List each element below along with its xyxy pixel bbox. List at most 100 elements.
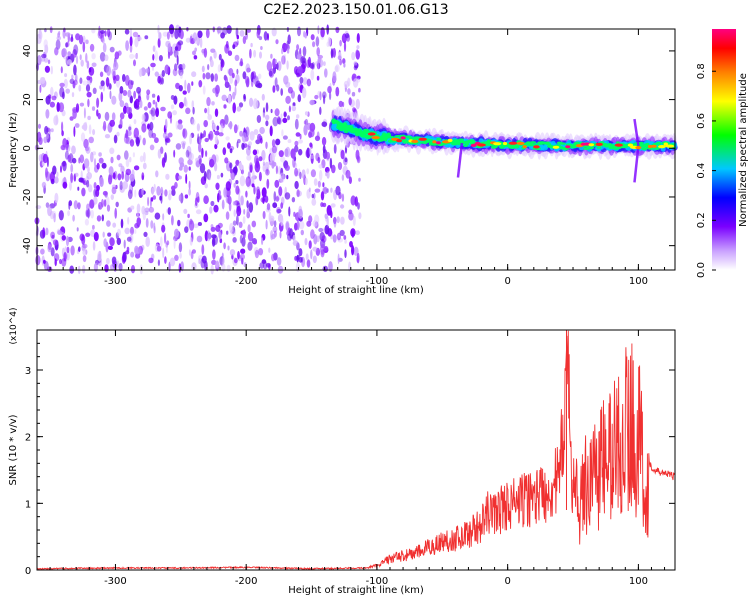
- noise-blob: [280, 113, 283, 120]
- noise-blob: [146, 89, 151, 95]
- noise-blob: [220, 123, 224, 134]
- noise-blob: [76, 227, 79, 232]
- noise-blob: [39, 84, 42, 94]
- noise-blob: [287, 34, 291, 45]
- noise-blob: [330, 203, 336, 208]
- noise-blob: [291, 105, 297, 112]
- noise-blob: [309, 154, 315, 159]
- x-tick-label: -100: [366, 576, 389, 587]
- noise-blob: [158, 55, 163, 62]
- noise-blob: [145, 218, 149, 228]
- noise-blob: [356, 45, 360, 50]
- x-tick-label: -300: [104, 576, 127, 587]
- noise-blob: [96, 109, 99, 117]
- noise-blob: [204, 107, 208, 114]
- noise-blob: [298, 208, 303, 219]
- noise-blob: [47, 205, 52, 217]
- noise-blob: [337, 162, 343, 170]
- noise-blob: [164, 152, 167, 163]
- noise-blob: [133, 90, 137, 99]
- noise-blob: [242, 229, 246, 240]
- noise-blob: [161, 70, 165, 77]
- noise-blob: [304, 177, 308, 186]
- snr-y-axis: 0 1 2 3: [25, 342, 675, 577]
- snr-line: [36, 330, 676, 571]
- noise-blob: [219, 238, 223, 244]
- noise-blob: [246, 154, 252, 161]
- noise-blob: [61, 130, 64, 137]
- ridge-peak: [508, 141, 518, 145]
- noise-blob: [308, 131, 313, 138]
- noise-blob: [343, 41, 347, 52]
- noise-blob: [177, 123, 183, 130]
- noise-blob: [86, 172, 92, 180]
- noise-blob: [47, 59, 51, 65]
- noise-blob: [83, 158, 90, 169]
- noise-blob: [232, 220, 237, 226]
- noise-blob: [306, 59, 311, 69]
- noise-blob: [152, 99, 156, 105]
- noise-blob: [201, 244, 205, 255]
- noise-blob: [204, 137, 209, 143]
- noise-blob: [344, 157, 348, 163]
- noise-blob: [316, 235, 320, 243]
- ridge-blob: [559, 142, 566, 145]
- noise-blob: [128, 126, 132, 131]
- x-tick-label: 100: [629, 576, 648, 587]
- noise-blob: [265, 120, 269, 127]
- noise-blob: [224, 44, 230, 54]
- noise-blob: [227, 50, 233, 56]
- ridge-blob: [457, 138, 465, 142]
- noise-blob: [211, 259, 217, 265]
- noise-blob: [157, 259, 160, 267]
- noise-blob: [198, 158, 202, 165]
- x-tick-label: 0: [504, 576, 510, 587]
- noise-blob: [63, 27, 66, 33]
- noise-blob: [266, 178, 270, 189]
- noise-blob: [152, 45, 156, 52]
- noise-blob: [306, 122, 312, 131]
- noise-blob: [214, 73, 219, 82]
- noise-blob: [222, 255, 225, 266]
- ridge-peak: [588, 143, 595, 147]
- noise-blob: [248, 202, 254, 213]
- noise-blob: [235, 27, 239, 37]
- noise-blob: [78, 84, 82, 92]
- noise-blob: [206, 232, 211, 242]
- noise-blob: [79, 102, 85, 107]
- ridge-blob: [612, 145, 617, 148]
- noise-blob: [141, 172, 145, 180]
- noise-blob: [321, 136, 327, 146]
- noise-blob: [157, 148, 162, 159]
- noise-blob: [125, 158, 130, 168]
- noise-blob: [109, 119, 115, 127]
- noise-blob: [192, 32, 198, 42]
- colorbar-tick-label: 0.8: [696, 63, 707, 79]
- noise-blob: [327, 36, 332, 47]
- noise-blob: [284, 164, 290, 171]
- noise-blob: [130, 265, 136, 274]
- noise-blob: [148, 128, 154, 139]
- noise-blob: [171, 189, 176, 196]
- noise-blob: [56, 36, 62, 41]
- noise-blob: [167, 207, 171, 215]
- noise-blob: [220, 172, 224, 178]
- noise-blob: [323, 94, 326, 105]
- noise-blob: [214, 108, 219, 117]
- noise-blob: [213, 50, 217, 59]
- noise-blob: [82, 264, 86, 274]
- noise-blob: [278, 150, 284, 158]
- noise-blob: [71, 92, 75, 98]
- noise-blob: [339, 39, 342, 47]
- noise-blob: [292, 240, 299, 247]
- noise-blob: [288, 105, 291, 113]
- noise-blob: [111, 186, 117, 195]
- noise-blob: [73, 126, 76, 137]
- noise-blob: [304, 237, 308, 246]
- noise-blob: [133, 119, 137, 125]
- noise-blob: [219, 119, 225, 127]
- noise-blob: [285, 146, 291, 158]
- noise-blob: [308, 215, 313, 223]
- noise-blob: [65, 235, 70, 247]
- noise-blob: [164, 232, 167, 244]
